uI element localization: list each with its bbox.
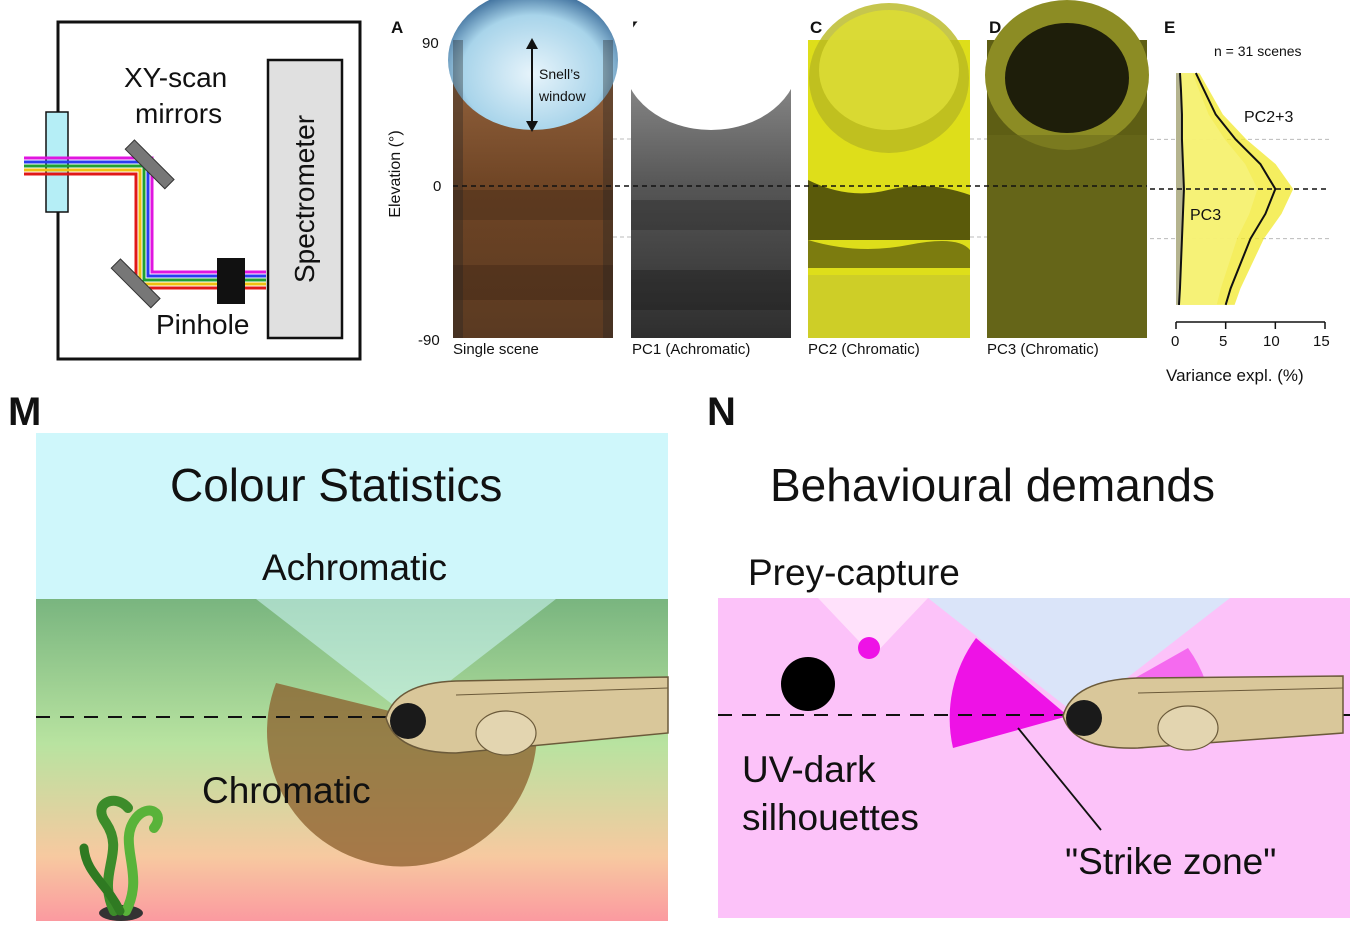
snells-window-arrow — [526, 38, 538, 132]
x-tick-10: 10 — [1263, 333, 1280, 350]
x-tick-5: 5 — [1219, 333, 1228, 350]
panel-b-image — [623, 0, 799, 338]
n-sky-cone — [928, 598, 1230, 716]
elevation-tick-minus-90: -90 — [418, 332, 440, 349]
panel-c-caption: PC2 (Chromatic) — [808, 341, 920, 358]
light-beam — [24, 156, 266, 290]
panel-m-letter: M — [8, 390, 42, 434]
achromatic-label: Achromatic — [262, 547, 448, 588]
strike-zone-wedge — [949, 638, 1068, 748]
panel-c-letter: C — [810, 18, 823, 37]
panel-a-letter: A — [391, 18, 404, 37]
larval-fish-n — [1062, 675, 1344, 751]
pinhole-block — [217, 258, 245, 304]
strike-zone-label: "Strike zone" — [1065, 841, 1277, 882]
x-axis-label: Variance expl. (%) — [1166, 366, 1304, 385]
panel-e-note: n = 31 scenes — [1214, 43, 1302, 59]
scan-mirror-lower — [110, 258, 161, 309]
panel-m-scene — [36, 433, 669, 921]
chromatic-label: Chromatic — [202, 770, 371, 811]
mirrors-label-2: mirrors — [135, 98, 223, 129]
pc23-line — [1194, 72, 1277, 306]
panel-d-image — [985, 0, 1149, 338]
mirrors-label-1: XY-scan — [124, 62, 228, 93]
pc3-label: PC3 — [1190, 207, 1222, 224]
panel-b-caption: PC1 (Achromatic) — [632, 341, 751, 358]
panel-n-scene — [718, 598, 1350, 918]
uv-dark-silhouette — [781, 657, 835, 711]
x-tick-15: 15 — [1313, 333, 1330, 350]
panel-m-title: Colour Statistics — [170, 459, 503, 511]
prey-item — [858, 637, 880, 659]
scan-mirror-upper — [124, 139, 175, 190]
achromatic-cone — [256, 599, 556, 715]
uv-dark-label-2: silhouettes — [742, 797, 919, 838]
elevation-tick-0: 0 — [433, 178, 442, 195]
prey-capture-label: Prey-capture — [748, 552, 960, 593]
panel-n-letter: N — [707, 390, 736, 434]
panel-n-title: Behavioural demands — [770, 459, 1215, 511]
snells-window-label-2: window — [539, 88, 586, 104]
n-light-cone-left — [818, 598, 928, 656]
strike-zone-pointer — [1017, 727, 1102, 831]
uv-dark-label-1: UV-dark — [742, 749, 876, 790]
snells-window-label-1: Snell’s — [539, 66, 580, 82]
larval-fish — [385, 676, 669, 756]
seaweed — [79, 795, 163, 921]
panel-a-caption: Single scene — [453, 341, 539, 358]
pinhole-label: Pinhole — [156, 309, 250, 340]
panel-d-caption: PC3 (Chromatic) — [987, 341, 1099, 358]
panel-e-letter: E — [1164, 18, 1176, 37]
panel-d-letter: D — [989, 18, 1002, 37]
spectrometer-box — [266, 58, 344, 340]
m-sky — [36, 433, 668, 599]
pc3-line — [1177, 73, 1185, 305]
panel-c-image — [808, 3, 970, 338]
x-tick-0: 0 — [1171, 333, 1180, 350]
pc23-label: PC2+3 — [1244, 109, 1294, 126]
elevation-tick-90: 90 — [422, 35, 439, 52]
